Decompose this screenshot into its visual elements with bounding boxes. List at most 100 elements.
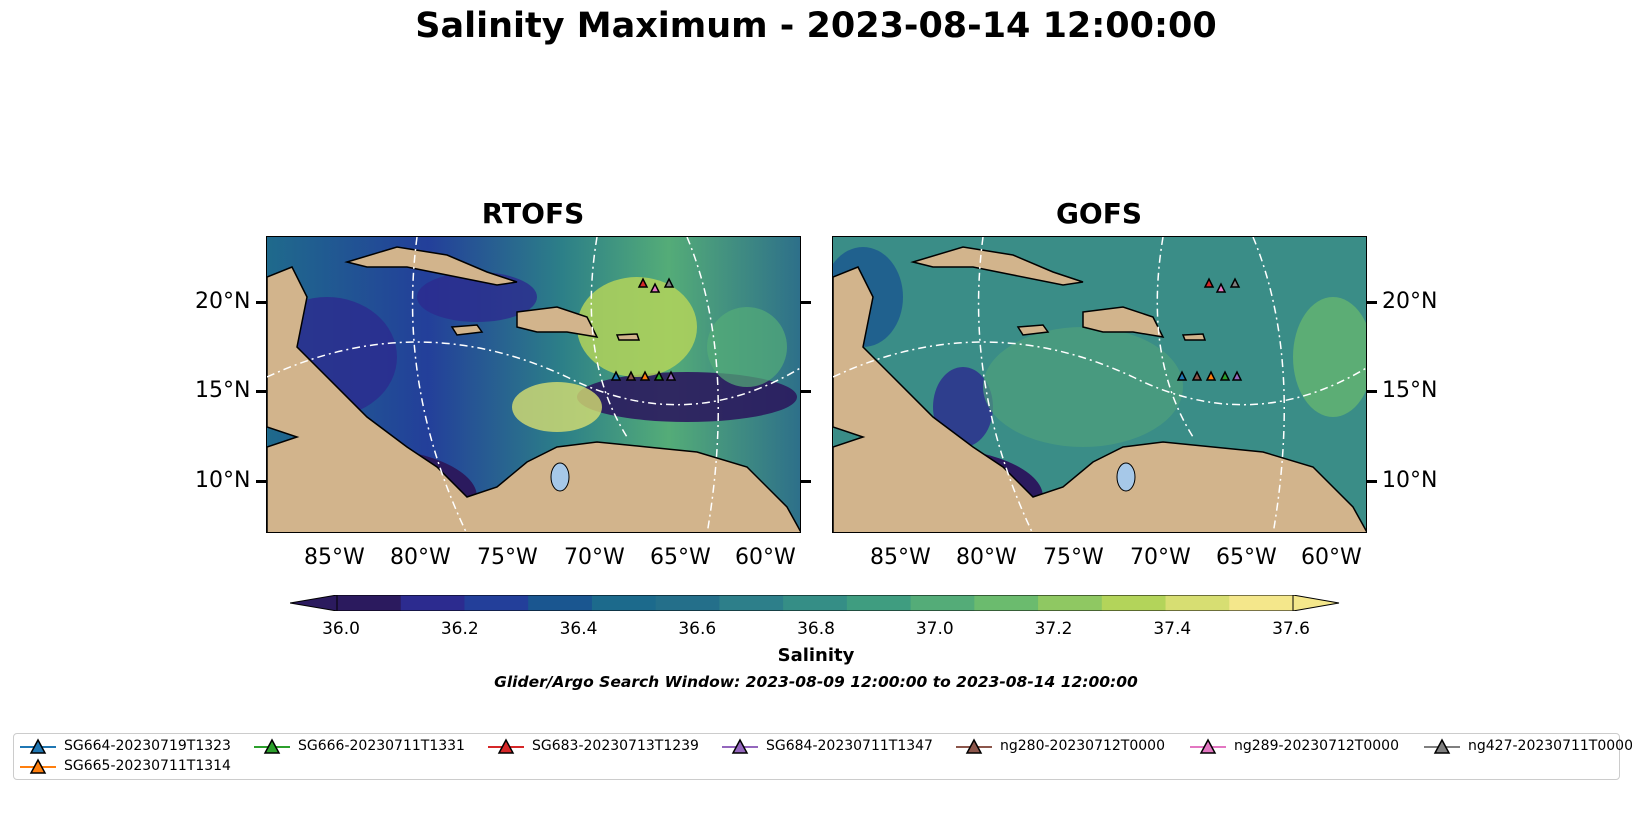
lat-tick-left-15: 15°N: [195, 378, 251, 403]
lat-tick-mark: [801, 301, 811, 304]
high-salinity-region: [983, 327, 1183, 447]
colorbar-segment: [655, 595, 720, 611]
colorbar-tick-label: 36.4: [559, 619, 598, 639]
marker-sg683[interactable]: [637, 277, 649, 288]
eez-boundary: [1156, 237, 1194, 438]
colorbar-segment: [528, 595, 593, 611]
lat-tick-mark: [801, 390, 811, 393]
colorbar: [290, 595, 1340, 611]
colorbar-tick-label: 36.2: [440, 619, 479, 639]
lat-tick-mark: [801, 480, 811, 483]
colorbar-segment: [783, 595, 848, 611]
legend-item: SG666-20230711T1331: [254, 737, 465, 755]
colorbar-tick-label: 36.0: [322, 619, 360, 639]
lat-tick-right-20: 20°N: [1382, 289, 1438, 314]
marker-sg666[interactable]: [653, 370, 665, 381]
land-puerto-rico: [615, 333, 641, 341]
legend-item: SG664-20230719T1323: [20, 737, 231, 755]
triangle-marker-icon: [1190, 738, 1226, 754]
marker-sg665[interactable]: [639, 370, 651, 381]
marker-sg665[interactable]: [1205, 370, 1217, 381]
colorbar-segment: [337, 595, 402, 611]
lat-tick-left-20: 20°N: [195, 289, 251, 314]
lon-tick-left-60: 60°W: [735, 545, 796, 570]
lon-tick-right-85: 85°W: [870, 545, 931, 570]
lat-tick-mark: [256, 480, 266, 483]
triangle-marker-icon: [488, 738, 524, 754]
lake-maracaibo: [550, 462, 570, 492]
marker-sg684[interactable]: [1231, 370, 1243, 381]
triangle-marker-icon: [956, 738, 992, 754]
land-hispaniola: [516, 306, 599, 338]
land-hispaniola: [1082, 306, 1165, 338]
search-window-text: Glider/Argo Search Window: 2023-08-09 12…: [494, 673, 1138, 691]
colorbar-extend-min: [290, 595, 338, 611]
glider-markers-gofs: [1176, 277, 1243, 381]
triangle-marker-icon: [20, 758, 56, 774]
figure-title: Salinity Maximum - 2023-08-14 12:00:00: [415, 6, 1217, 46]
lat-tick-mark: [256, 390, 266, 393]
colorbar-segment: [1229, 595, 1294, 611]
triangle-marker-icon: [20, 738, 56, 754]
colorbar-segment: [400, 595, 465, 611]
lon-tick-left-75: 75°W: [477, 545, 538, 570]
colorbar-segment: [1165, 595, 1230, 611]
colorbar-tick-label: 36.8: [797, 619, 835, 639]
marker-ng427[interactable]: [1229, 277, 1241, 288]
lat-tick-right-15: 15°N: [1382, 378, 1438, 403]
legend-label: SG665-20230711T1314: [64, 758, 231, 774]
marker-ng280[interactable]: [625, 370, 637, 381]
marker-ng280[interactable]: [1191, 370, 1203, 381]
triangle-marker-icon: [1424, 738, 1460, 754]
colorbar-segment: [910, 595, 975, 611]
colorbar-segment: [974, 595, 1039, 611]
legend-label: SG684-20230711T1347: [766, 738, 933, 754]
legend-label: ng289-20230712T0000: [1234, 738, 1399, 754]
lat-tick-mark: [256, 301, 266, 304]
lon-tick-right-60: 60°W: [1301, 545, 1362, 570]
panel-title-gofs: GOFS: [1055, 197, 1143, 230]
colorbar-segment: [591, 595, 657, 611]
legend-label: SG666-20230711T1331: [298, 738, 465, 754]
legend-item: ng289-20230712T0000: [1190, 737, 1399, 755]
colorbar-tick-label: 37.4: [1153, 619, 1192, 639]
colorbar-tick-label: 37.0: [915, 619, 954, 639]
eez-boundary: [833, 341, 1366, 406]
land-central-south-america: [833, 266, 1366, 532]
triangle-marker-icon: [254, 738, 290, 754]
marker-sg664[interactable]: [1176, 370, 1188, 381]
lon-tick-left-80: 80°W: [390, 545, 451, 570]
lon-tick-right-70: 70°W: [1130, 545, 1191, 570]
colorbar-segment: [719, 595, 784, 611]
rtofs-map-canvas: [267, 237, 800, 532]
high-salinity-region: [577, 277, 697, 377]
lat-tick-mark: [1367, 390, 1377, 393]
eez-boundary: [977, 237, 1033, 532]
high-salinity-region: [1293, 297, 1366, 417]
lon-tick-left-70: 70°W: [564, 545, 625, 570]
lon-tick-right-80: 80°W: [956, 545, 1017, 570]
colorbar-segment: [1101, 595, 1167, 611]
panel-title-rtofs: RTOFS: [481, 197, 585, 230]
gofs-map: [832, 236, 1367, 533]
marker-sg666[interactable]: [1219, 370, 1231, 381]
legend-item: SG665-20230711T1314: [20, 757, 231, 775]
colorbar-frame: [336, 595, 1294, 611]
marker-sg664[interactable]: [610, 370, 622, 381]
legend-item: ng280-20230712T0000: [956, 737, 1165, 755]
marker-ng289[interactable]: [1215, 282, 1227, 293]
eez-boundary: [267, 341, 800, 406]
colorbar-segment: [1038, 595, 1103, 611]
marker-ng289[interactable]: [649, 282, 661, 293]
colorbar-segment: [464, 595, 529, 611]
lat-tick-right-10: 10°N: [1382, 468, 1438, 493]
legend-label: ng427-20230711T0000: [1468, 738, 1632, 754]
marker-sg683[interactable]: [1203, 277, 1215, 288]
lon-tick-left-85: 85°W: [304, 545, 365, 570]
legend-label: SG664-20230719T1323: [64, 738, 231, 754]
land-jamaica: [1016, 324, 1050, 336]
eez-boundary: [686, 237, 719, 532]
marker-ng427[interactable]: [663, 277, 675, 288]
marker-sg684[interactable]: [665, 370, 677, 381]
eez-boundary: [411, 237, 467, 532]
